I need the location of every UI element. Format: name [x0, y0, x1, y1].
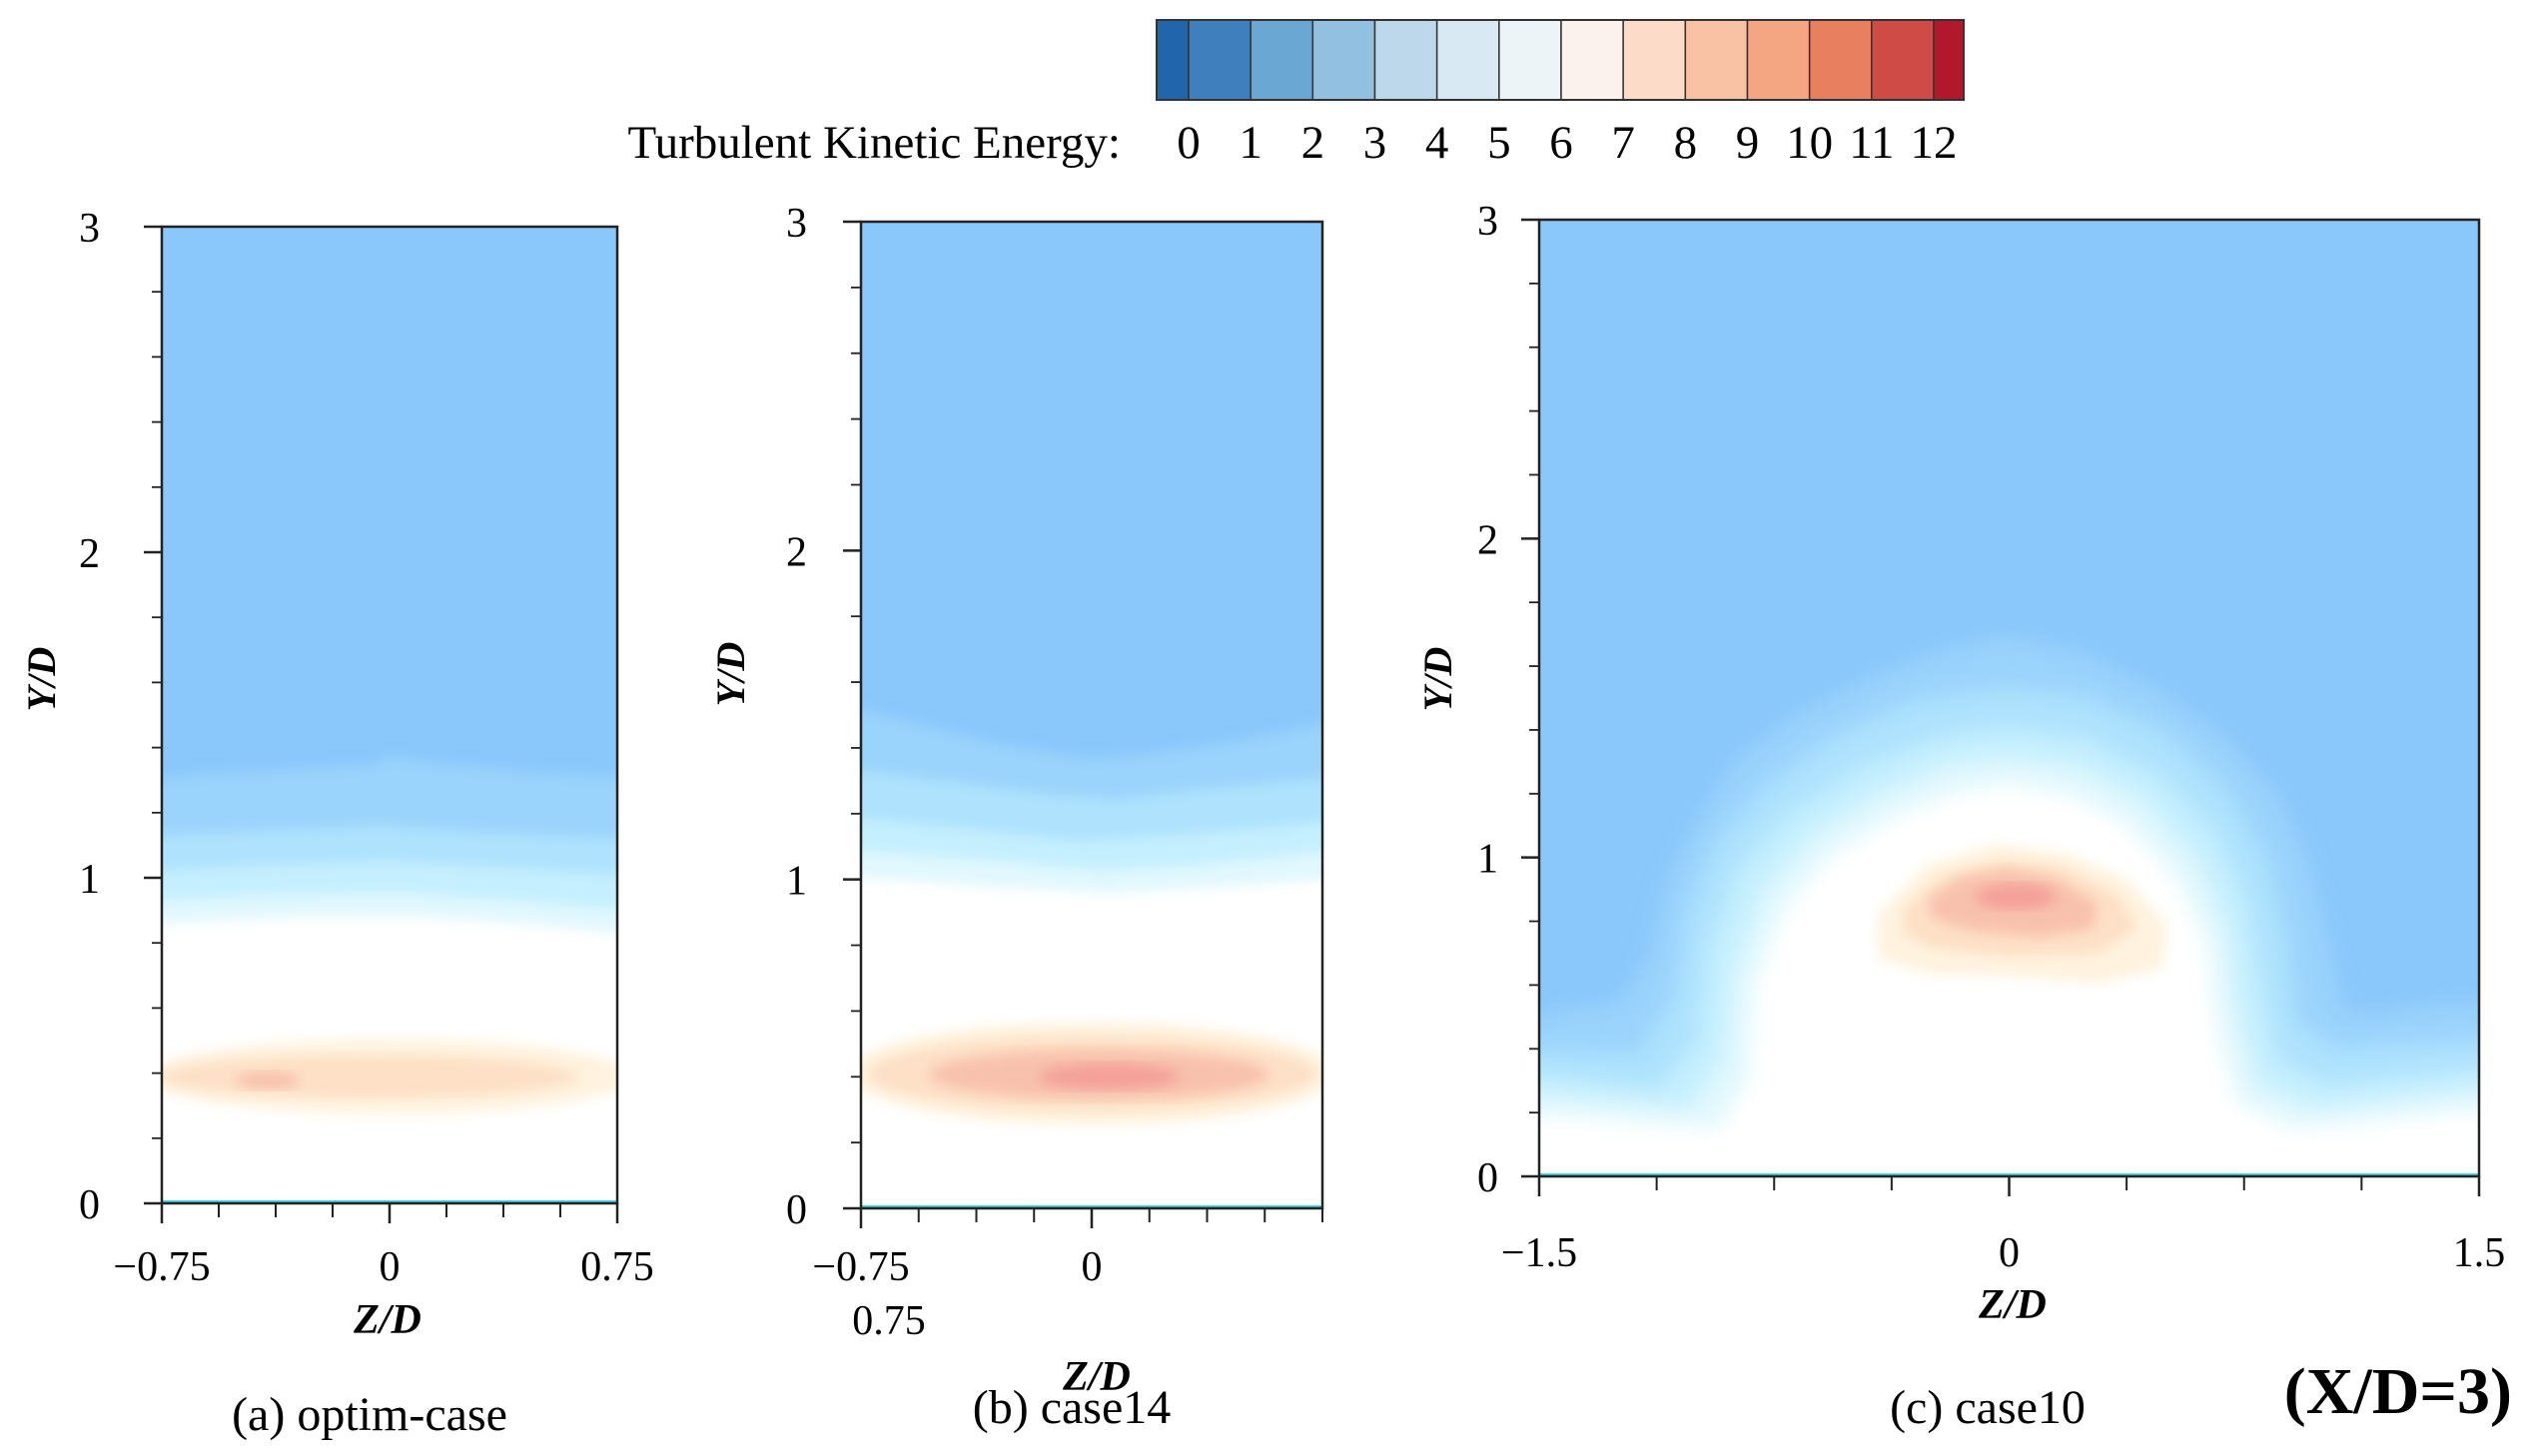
colorbar-tick-label: 0 [1177, 117, 1201, 169]
y-tick-label: 0 [79, 1182, 100, 1228]
panel-a-warm-2 [162, 1055, 579, 1098]
panel-c-core [1539, 784, 2479, 1176]
y-tick-label: 1 [786, 859, 807, 905]
colorbar-swatch [1311, 19, 1376, 101]
colorbar-swatch [1373, 19, 1438, 101]
colorbar-swatch [1188, 19, 1252, 101]
panel-c-field [1539, 220, 2479, 1176]
colorbar-swatch [1250, 19, 1314, 101]
panel-b-title: (b) case14 [973, 1381, 1172, 1434]
panel-a-wall-line [162, 1200, 617, 1203]
colorbar-swatch [1871, 19, 1935, 101]
panel-a-ylabel: Y/D [19, 647, 64, 711]
y-tick-label: 3 [1477, 199, 1498, 245]
panel-a-title: (a) optim-case [232, 1388, 507, 1441]
panel-b-warm-4 [1039, 1064, 1179, 1090]
panel-c-ylabel: Y/D [1415, 647, 1460, 711]
x-tick-label: 0 [1082, 1244, 1103, 1290]
colorbar-tick-label: 11 [1849, 117, 1894, 169]
y-tick-label: 1 [79, 857, 100, 903]
colorbar-tick-label: 5 [1487, 117, 1511, 169]
panel-b-wall-line [861, 1205, 1322, 1208]
colorbar-swatch [1622, 19, 1687, 101]
colorbar-swatch [1808, 19, 1873, 101]
panel-b-xlabel: Z/D [1062, 1354, 1131, 1400]
panel-b-extra-tick: 0.75 [852, 1298, 926, 1344]
y-tick-label: 0 [1477, 1155, 1498, 1201]
panel-b-field [861, 222, 1322, 1208]
colorbar-swatch [1560, 19, 1624, 101]
colorbar-swatch [1684, 19, 1749, 101]
colorbar-tick-label: 12 [1911, 117, 1958, 169]
x-tick-label: −0.75 [812, 1244, 909, 1290]
y-tick-label: 0 [786, 1187, 807, 1233]
colorbar-tick-label: 4 [1425, 117, 1449, 169]
y-tick-label: 3 [786, 201, 807, 247]
colorbar-swatch [1156, 19, 1190, 101]
colorbar-swatch [1746, 19, 1811, 101]
colorbar-tick-label: 8 [1674, 117, 1698, 169]
colorbar-tick-label: 2 [1301, 117, 1325, 169]
panel-a-field [162, 227, 617, 1203]
colorbar-tick-label: 3 [1363, 117, 1387, 169]
colorbar-swatch [1933, 19, 1965, 101]
colorbar-tick-label: 7 [1611, 117, 1635, 169]
colorbar-frame [1156, 19, 1965, 101]
colorbar-tick-label: 6 [1549, 117, 1573, 169]
x-tick-label: −0.75 [113, 1244, 210, 1290]
y-tick-label: 2 [79, 531, 100, 577]
colorbar: Turbulent Kinetic Energy: 0 1 2 3 4 5 6 7 8 9 10 11… [628, 19, 1965, 169]
x-tick-label: −1.5 [1501, 1230, 1577, 1276]
colorbar-tick-label: 1 [1239, 117, 1263, 169]
colorbar-swatch [1435, 19, 1500, 101]
y-tick-label: 2 [1477, 517, 1498, 563]
figure-tag: (X/D=3) [2284, 1355, 2512, 1428]
colorbar-swatches [1156, 19, 1965, 101]
x-tick-label: 0 [380, 1244, 401, 1290]
x-tick-label: 1.5 [2453, 1230, 2506, 1276]
panel-c-warm-4 [1976, 884, 2056, 910]
panel-a-axes: 0 1 2 3 −0.75 0 0.75 [79, 206, 654, 1290]
panel-c-xlabel: Z/D [1978, 1282, 2047, 1328]
x-tick-label: 0 [1999, 1230, 2020, 1276]
panel-a-warm-3 [236, 1072, 300, 1090]
panel-c-title: (c) case10 [1890, 1381, 2086, 1434]
colorbar-label: Turbulent Kinetic Energy: [628, 117, 1121, 169]
colorbar-tick-label: 10 [1786, 117, 1833, 169]
panel-b-ylabel: Y/D [708, 642, 753, 706]
colorbar-tick-labels: 0 1 2 3 4 5 6 7 8 9 10 11 12 [1177, 117, 1957, 169]
y-tick-label: 1 [1477, 837, 1498, 883]
panel-a: 0 1 2 3 −0.75 0 0.75 Y/D Z/D (a) optim-case [19, 206, 654, 1441]
colorbar-swatch [1498, 19, 1562, 101]
x-tick-label: 0.75 [580, 1244, 654, 1290]
panel-c-wall-line [1539, 1173, 2479, 1176]
y-tick-label: 2 [786, 529, 807, 575]
panel-a-xlabel: Z/D [353, 1297, 421, 1343]
y-tick-label: 3 [79, 206, 100, 252]
colorbar-tick-label: 9 [1736, 117, 1760, 169]
